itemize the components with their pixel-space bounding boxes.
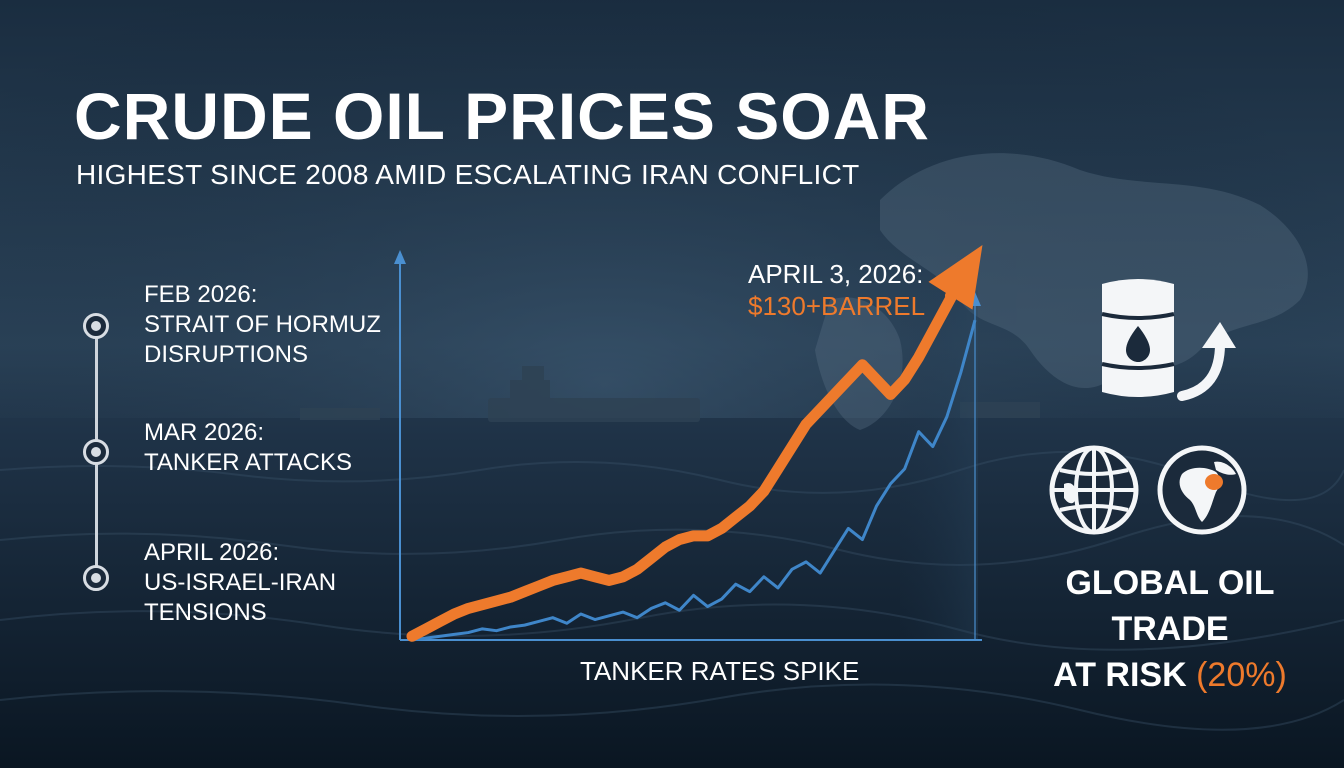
timeline-node-mar xyxy=(83,439,109,465)
timeline-node-apr xyxy=(83,565,109,591)
timeline-event-mar: MAR 2026: TANKER ATTACKS xyxy=(144,418,352,478)
oil-price-line xyxy=(406,273,967,642)
risk-percentage: (20%) xyxy=(1196,656,1287,694)
chart-axes xyxy=(394,250,982,641)
chart-series xyxy=(406,244,983,642)
timeline-detail: US-ISRAEL-IRAN xyxy=(144,569,337,596)
tanker-rates-line xyxy=(411,319,977,642)
y-axis-arrow xyxy=(394,250,406,264)
timeline-detail: TANKER ATTACKS xyxy=(144,449,353,476)
timeline-date: MAR 2026: xyxy=(144,419,265,446)
risk-statement: GLOBAL OIL TRADE AT RISK (20%) xyxy=(1020,560,1320,698)
timeline-node-feb xyxy=(83,313,109,339)
chart-x-label: TANKER RATES SPIKE xyxy=(580,656,860,686)
page-subtitle: HIGHEST SINCE 2008 AMID ESCALATING IRAN … xyxy=(76,159,860,190)
timeline-detail: STRAIT OF HORMUZ xyxy=(144,311,381,338)
tanker-silhouette xyxy=(300,366,1040,422)
timeline-detail: TENSIONS xyxy=(144,599,267,626)
timeline-date: FEB 2026: xyxy=(144,281,258,308)
risk-line-2: AT RISK (20%) xyxy=(1020,652,1320,698)
price-callout: APRIL 3, 2026: $130+BARREL xyxy=(748,258,925,322)
risk-line-1: GLOBAL OIL TRADE xyxy=(1065,564,1275,648)
timeline-event-feb: FEB 2026: STRAIT OF HORMUZ DISRUPTIONS xyxy=(144,280,381,370)
oil-price-arrowhead xyxy=(928,244,983,310)
timeline-detail: DISRUPTIONS xyxy=(144,341,309,368)
timeline-date: APRIL 2026: xyxy=(144,539,280,566)
page-title: CRUDE OIL PRICES SOAR xyxy=(74,79,930,153)
timeline-event-apr: APRIL 2026: US-ISRAEL-IRAN TENSIONS xyxy=(144,538,336,628)
event-timeline: FEB 2026: STRAIT OF HORMUZ DISRUPTIONS M… xyxy=(0,0,400,768)
callout-price: $130+BARREL xyxy=(748,291,926,321)
chart-panel xyxy=(900,290,978,640)
risk-line-2-prefix: AT RISK xyxy=(1053,656,1197,694)
callout-date: APRIL 3, 2026: xyxy=(748,259,924,289)
